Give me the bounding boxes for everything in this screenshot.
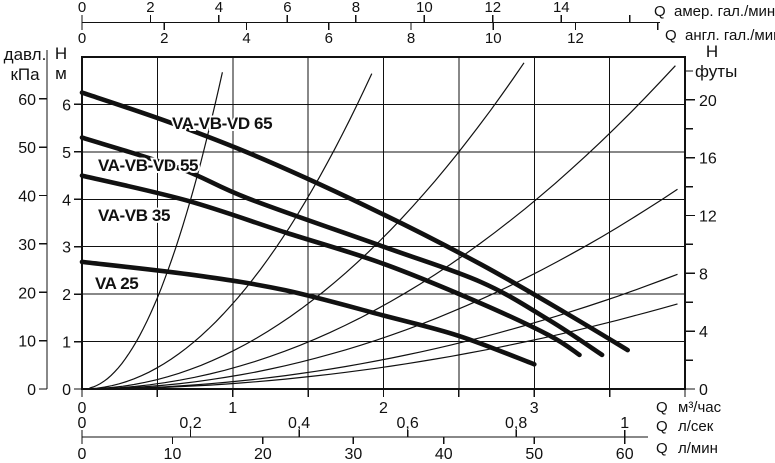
head-m-tick-label: 4 bbox=[62, 192, 71, 209]
ls-tick-label: 0 bbox=[78, 415, 87, 432]
pump-curves bbox=[79, 90, 630, 367]
head-ft-tick-label: 12 bbox=[699, 209, 717, 226]
head-m-tick-label: 5 bbox=[62, 145, 71, 162]
head-ft-tick-label: 20 bbox=[699, 93, 717, 110]
us-gpm-tick-label: 10 bbox=[416, 0, 433, 16]
ls-axis-label-unit: л/сек bbox=[678, 418, 714, 435]
head-m-tick-label: 2 bbox=[62, 287, 71, 304]
imp-gpm-axis-label-unit: англ. гал./мин bbox=[685, 27, 775, 44]
lmin-tick-label: 50 bbox=[525, 446, 543, 463]
lmin-tick-label: 20 bbox=[254, 446, 272, 463]
kpa-axis-header-unit: кПа bbox=[10, 65, 40, 84]
imp-gpm-tick-label: 4 bbox=[242, 30, 250, 47]
head-m-tick-label: 3 bbox=[62, 240, 71, 257]
ls-tick-label: 0,4 bbox=[288, 415, 310, 432]
pump-curve-va-25 bbox=[79, 259, 537, 367]
us-gpm-tick-label: 6 bbox=[283, 0, 291, 16]
pump-curve-va-vb-vd-55 bbox=[79, 135, 605, 358]
us-gpm-axis-label-unit: амер. гал./мин bbox=[674, 3, 775, 20]
ls-tick-label: 1 bbox=[620, 415, 629, 432]
us-gpm-tick-label: 14 bbox=[553, 0, 570, 16]
head-m-axis-header: Н bbox=[55, 44, 67, 63]
pump-curve-label-va-25: VA 25 bbox=[95, 274, 138, 293]
imp-gpm-tick-label: 12 bbox=[567, 30, 584, 47]
m3h-tick-label: 3 bbox=[530, 400, 539, 417]
head-m-tick-label: 0 bbox=[62, 382, 71, 399]
lmin-axis-label-unit: л/мин bbox=[678, 440, 718, 457]
pump-curve-labels: VA 25 VA-VB 35 VA-VB-VD 55 VA-VB-VD 65 bbox=[93, 112, 275, 295]
kpa-tick-label: 10 bbox=[18, 334, 36, 351]
kpa-axis-header: давл. bbox=[4, 45, 47, 64]
imp-gpm-tick-label: 0 bbox=[78, 30, 86, 47]
kpa-tick-label: 0 bbox=[27, 382, 36, 399]
ls-tick-label: 0,2 bbox=[179, 415, 201, 432]
ls-axis-label-q: Q bbox=[656, 418, 668, 435]
head-m-tick-label: 1 bbox=[62, 335, 71, 352]
us-gpm-axis-label-q: Q bbox=[654, 3, 666, 20]
system-curves bbox=[89, 62, 678, 390]
m3h-tick-label: 2 bbox=[379, 400, 388, 417]
lmin-tick-label: 60 bbox=[616, 446, 634, 463]
head-ft-tick-label: 0 bbox=[699, 382, 708, 399]
us-gpm-tick-label: 8 bbox=[352, 0, 360, 16]
system-curve bbox=[89, 303, 678, 390]
kpa-tick-label: 20 bbox=[18, 285, 36, 302]
kpa-tick-label: 30 bbox=[18, 237, 36, 254]
head-ft-axis-header-unit: футы bbox=[695, 62, 737, 81]
head-ft-tick-label: 16 bbox=[699, 151, 717, 168]
system-curve bbox=[89, 273, 678, 390]
kpa-tick-label: 40 bbox=[18, 189, 36, 206]
pump-curve-va-vb-vd-65 bbox=[79, 90, 630, 353]
pump-curve-va-vb-35 bbox=[79, 173, 582, 358]
kpa-tick-label: 60 bbox=[18, 92, 36, 109]
system-curve bbox=[89, 62, 525, 390]
m3h-axis-label-q: Q bbox=[656, 399, 668, 416]
imp-gpm-axis-label-q: Q bbox=[665, 27, 677, 44]
lmin-tick-label: 30 bbox=[344, 446, 362, 463]
lmin-tick-label: 10 bbox=[164, 446, 182, 463]
imp-gpm-tick-label: 6 bbox=[325, 30, 333, 47]
imp-gpm-tick-label: 8 bbox=[407, 30, 415, 47]
imp-gpm-tick-label: 10 bbox=[485, 30, 502, 47]
imp-gpm-tick-label: 2 bbox=[160, 30, 168, 47]
grid bbox=[82, 57, 685, 389]
m3h-tick-label: 1 bbox=[228, 400, 237, 417]
pump-curve-label-va-vb-35: VA-VB 35 bbox=[98, 206, 170, 225]
pump-curve-label-va-vb-vd-65: VA-VB-VD 65 bbox=[172, 114, 272, 133]
head-m-tick-label: 6 bbox=[62, 97, 71, 114]
ls-tick-label: 0,8 bbox=[505, 415, 527, 432]
kpa-tick-label: 50 bbox=[18, 140, 36, 157]
system-curve bbox=[89, 188, 678, 390]
system-curve bbox=[89, 73, 373, 390]
head-ft-tick-label: 8 bbox=[699, 266, 708, 283]
ls-tick-label: 0,6 bbox=[396, 415, 418, 432]
lmin-axis-label-q: Q bbox=[656, 440, 668, 457]
pump-curve-label-va-vb-vd-55: VA-VB-VD 55 bbox=[98, 156, 198, 175]
us-gpm-tick-label: 2 bbox=[146, 0, 154, 16]
system-curve bbox=[89, 65, 676, 390]
us-gpm-tick-label: 12 bbox=[484, 0, 501, 16]
us-gpm-tick-label: 0 bbox=[78, 0, 86, 16]
head-ft-tick-label: 4 bbox=[699, 324, 708, 341]
system-curve bbox=[89, 72, 223, 389]
head-m-axis-header-unit: м bbox=[55, 64, 67, 83]
head-ft-axis-header: Н bbox=[706, 42, 718, 61]
m3h-tick-label: 0 bbox=[78, 400, 87, 417]
lmin-tick-label: 0 bbox=[78, 446, 87, 463]
m3h-axis-label-unit: м³/час bbox=[678, 399, 722, 416]
us-gpm-tick-label: 4 bbox=[215, 0, 223, 16]
lmin-tick-label: 40 bbox=[435, 446, 453, 463]
